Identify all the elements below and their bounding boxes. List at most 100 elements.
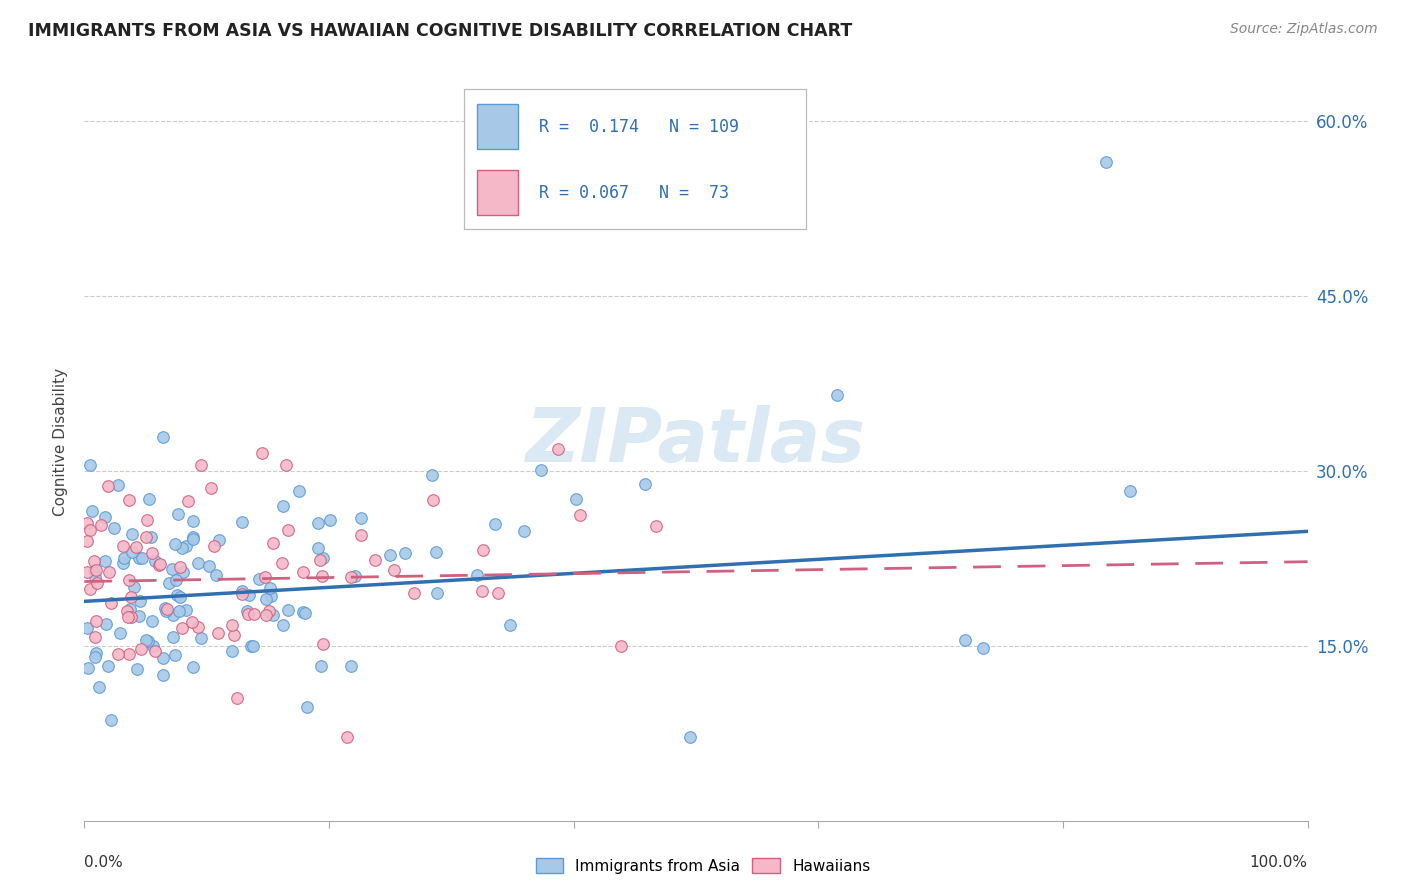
Point <box>231 584 253 599</box>
Point <box>90 518 112 533</box>
Point <box>208 533 231 548</box>
Point <box>254 570 277 584</box>
Point <box>222 628 245 642</box>
Text: 0.0%: 0.0% <box>84 855 124 870</box>
Point <box>135 633 157 648</box>
Point <box>254 592 277 607</box>
Point <box>120 610 142 624</box>
Text: ZIPatlas: ZIPatlas <box>526 405 866 478</box>
Point <box>271 557 294 571</box>
Point <box>155 603 177 617</box>
Point <box>425 545 447 559</box>
Point <box>231 516 253 530</box>
Point <box>84 646 107 660</box>
Point <box>148 558 170 572</box>
Point <box>118 573 141 587</box>
Point <box>162 608 184 623</box>
Point <box>1094 154 1116 169</box>
Point <box>190 458 212 472</box>
Point <box>257 604 280 618</box>
Point <box>200 482 222 496</box>
Point <box>79 524 101 538</box>
Point <box>84 630 107 644</box>
Point <box>530 463 553 477</box>
Point <box>250 446 273 460</box>
Y-axis label: Cognitive Disability: Cognitive Disability <box>53 368 69 516</box>
Point <box>79 458 101 472</box>
Point <box>141 615 163 629</box>
Point <box>125 541 148 555</box>
Point <box>181 515 204 529</box>
Point <box>121 545 143 559</box>
Point <box>364 552 387 566</box>
Point <box>277 523 299 537</box>
Point <box>83 564 105 578</box>
Point <box>136 633 159 648</box>
Point <box>238 588 260 602</box>
Point <box>181 660 204 674</box>
Point <box>112 551 135 566</box>
Point <box>319 513 342 527</box>
Point <box>84 650 107 665</box>
Point <box>221 643 243 657</box>
Point <box>307 516 329 530</box>
Point <box>94 554 117 568</box>
Point <box>117 603 139 617</box>
Point <box>350 511 373 525</box>
Point <box>141 546 163 560</box>
Point <box>271 618 294 632</box>
Point <box>513 524 536 538</box>
Point <box>240 640 263 654</box>
Point <box>163 648 186 662</box>
Point <box>76 516 98 530</box>
Point <box>174 603 197 617</box>
Point <box>187 620 209 634</box>
Point <box>100 713 122 727</box>
Point <box>499 617 522 632</box>
Point <box>343 569 366 583</box>
Point <box>259 581 281 595</box>
Point <box>243 607 266 622</box>
Point <box>202 539 225 553</box>
Point <box>340 570 363 584</box>
Point <box>94 509 117 524</box>
Point <box>97 659 120 673</box>
Point <box>167 604 190 618</box>
Point <box>84 563 107 577</box>
Point <box>1119 483 1142 498</box>
Point <box>152 668 174 682</box>
Point <box>153 601 176 615</box>
Point <box>128 608 150 623</box>
Point <box>236 607 259 621</box>
Point <box>120 590 142 604</box>
Text: IMMIGRANTS FROM ASIA VS HAWAIIAN COGNITIVE DISABILITY CORRELATION CHART: IMMIGRANTS FROM ASIA VS HAWAIIAN COGNITI… <box>28 22 852 40</box>
Point <box>107 478 129 492</box>
Point <box>277 603 299 617</box>
Point <box>486 586 509 600</box>
Point <box>187 556 209 570</box>
Point <box>394 546 416 560</box>
Point <box>226 691 249 706</box>
Point <box>141 530 163 544</box>
Point <box>547 442 569 457</box>
Point <box>292 605 315 619</box>
Point <box>254 608 277 623</box>
Point <box>100 596 122 610</box>
Point <box>825 388 848 402</box>
Point <box>568 508 591 523</box>
Point <box>165 573 187 587</box>
Point <box>633 476 655 491</box>
Point <box>169 559 191 574</box>
Point <box>382 563 405 577</box>
Point <box>86 614 108 628</box>
Point <box>471 583 494 598</box>
Point <box>76 621 98 635</box>
Point <box>160 562 183 576</box>
Text: 100.0%: 100.0% <box>1250 855 1308 870</box>
Point <box>129 642 152 657</box>
Point <box>262 607 284 622</box>
Point <box>172 565 194 579</box>
Point <box>143 643 166 657</box>
Point <box>291 566 314 580</box>
Point <box>142 639 165 653</box>
